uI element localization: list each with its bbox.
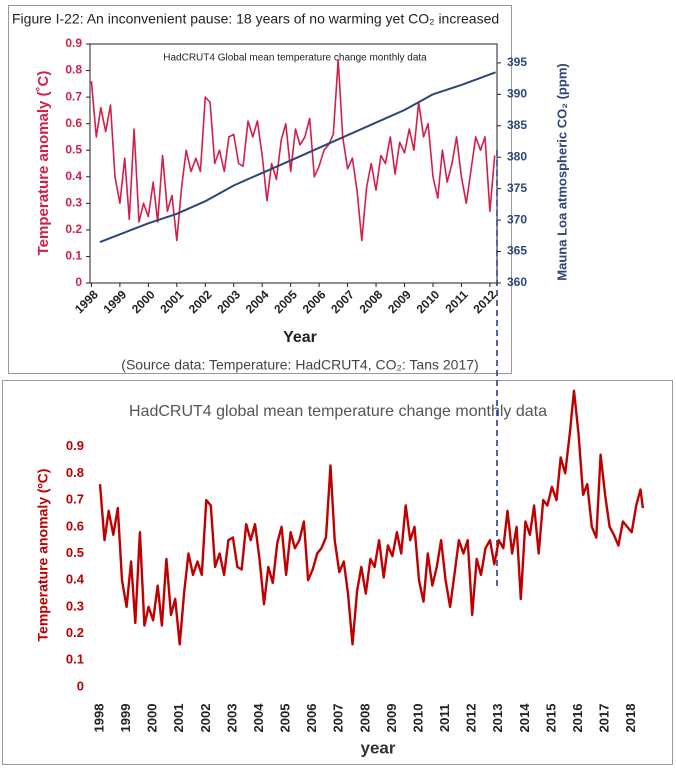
plot-title: HadCRUT4 global mean temperature change … — [129, 403, 547, 420]
x-tick-label: 2010 — [410, 704, 425, 733]
x-tick-label: 2009 — [385, 287, 414, 316]
x-tick-label: 2015 — [543, 704, 558, 733]
y2-axis-label: Mauna Loa atmospheric CO₂ (ppm) — [554, 63, 569, 280]
x-axis-label: Year — [283, 329, 317, 346]
x-tick-label: 2008 — [357, 704, 372, 733]
y2-tick-label: 385 — [507, 118, 527, 132]
x-tick-label: 2007 — [328, 287, 357, 316]
x-tick-label: 2013 — [490, 704, 505, 733]
y-tick-label: 0 — [75, 275, 82, 289]
y-tick-label: 0.4 — [65, 169, 82, 183]
y-axis-label: Temperature anomaly (ºC) — [35, 469, 51, 642]
x-tick-label: 2005 — [278, 704, 293, 733]
y-tick-label: 0.9 — [66, 438, 84, 453]
x-tick-label: 2004 — [243, 287, 272, 316]
x-tick-label: 2014 — [517, 703, 532, 733]
x-tick-label: 1998 — [91, 704, 106, 733]
x-tick-label: 2006 — [300, 287, 329, 316]
x-tick-label: 2004 — [251, 703, 266, 733]
y2-tick-label: 380 — [507, 149, 527, 163]
y2-tick-label: 365 — [507, 244, 527, 258]
x-tick-label: 2001 — [171, 704, 186, 733]
y-tick-label: 0.2 — [65, 222, 82, 236]
y-tick-label: 0.7 — [66, 492, 84, 507]
bottom-panel — [2, 380, 673, 765]
y-tick-label: 0.4 — [66, 572, 85, 587]
y-tick-label: 0 — [77, 678, 84, 693]
y-tick-label: 0.1 — [65, 249, 82, 263]
x-tick-label: 2009 — [384, 704, 399, 733]
x-tick-label: 1999 — [118, 704, 133, 733]
y-axis-label: Temperature anomaly (˚C) — [35, 71, 52, 256]
figure-title: Figure I-22: An inconvenient pause: 18 y… — [12, 11, 499, 27]
x-tick-label: 2002 — [198, 704, 213, 733]
x-tick-label: 2003 — [214, 287, 243, 316]
x-tick-label: 2010 — [414, 287, 443, 316]
x-tick-label: 2012 — [470, 287, 499, 316]
x-tick-label: 2006 — [304, 704, 319, 733]
y2-tick-label: 390 — [507, 86, 527, 100]
y2-tick-label: 375 — [507, 181, 527, 195]
x-tick-label: 2002 — [186, 287, 215, 316]
x-tick-label: 2008 — [357, 287, 386, 316]
y-tick-label: 0.9 — [65, 36, 82, 50]
y-tick-label: 0.3 — [66, 598, 84, 613]
y-tick-label: 0.5 — [66, 545, 84, 560]
y-tick-label: 0.7 — [65, 89, 82, 103]
top-panel — [8, 5, 512, 374]
x-tick-label: 2016 — [570, 704, 585, 733]
temperature-line — [98, 389, 645, 646]
plot-title: HadCRUT4 Global mean temperature change … — [163, 53, 427, 64]
x-tick-label: 2003 — [224, 704, 239, 733]
temperature-line — [90, 59, 496, 242]
x-tick-label: 2000 — [129, 287, 158, 316]
x-tick-label: 2011 — [437, 704, 452, 732]
y-tick-label: 0.3 — [65, 196, 82, 210]
y-tick-label: 0.1 — [66, 652, 84, 667]
co2-line — [99, 71, 496, 244]
y2-tick-label: 360 — [507, 275, 527, 289]
y2-tick-label: 370 — [507, 212, 527, 226]
y-tick-label: 0.6 — [65, 116, 82, 130]
x-axis-label: year — [361, 738, 396, 757]
source-note: (Source data: Temperature: HadCRUT4, CO₂… — [121, 357, 478, 373]
y-tick-label: 0.8 — [65, 63, 82, 77]
x-tick-label: 2001 — [157, 287, 186, 316]
y-tick-label: 0.6 — [66, 518, 84, 533]
x-tick-label: 2005 — [271, 287, 300, 316]
x-tick-label: 2012 — [464, 704, 479, 733]
x-tick-label: 2000 — [145, 704, 160, 733]
x-tick-label: 1998 — [72, 287, 101, 316]
x-tick-label: 2017 — [597, 704, 612, 733]
x-tick-label: 1999 — [100, 287, 129, 316]
x-tick-label: 2018 — [623, 704, 638, 733]
x-tick-label: 2007 — [331, 704, 346, 733]
top-plot-frame — [89, 43, 498, 284]
y-tick-label: 0.2 — [66, 625, 84, 640]
y2-tick-label: 395 — [507, 55, 527, 69]
y-tick-label: 0.8 — [66, 465, 84, 480]
x-tick-label: 2011 — [442, 287, 471, 316]
y-tick-label: 0.5 — [65, 142, 82, 156]
